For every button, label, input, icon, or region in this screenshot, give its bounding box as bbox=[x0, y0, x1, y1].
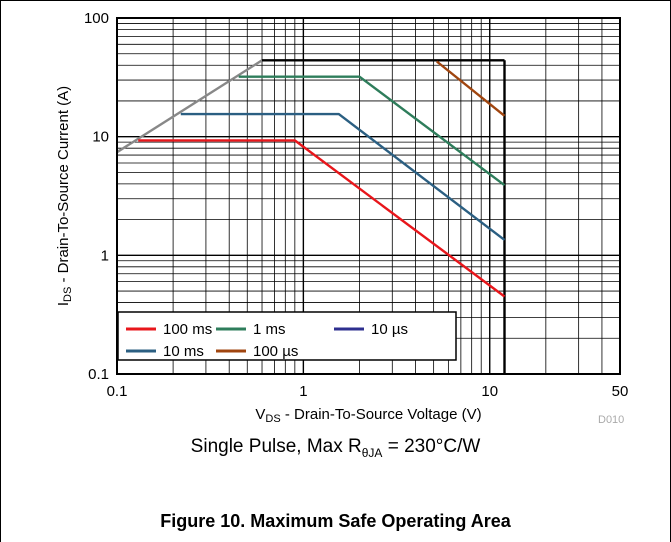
frame-left-border bbox=[0, 0, 1, 542]
x-label-rest: - Drain-To-Source Voltage (V) bbox=[281, 406, 482, 423]
x-label-sub: DS bbox=[265, 413, 280, 425]
series-line-100-ms bbox=[138, 139, 506, 298]
legend-item: 100 µs bbox=[216, 343, 298, 360]
legend-item: 100 ms bbox=[126, 321, 212, 338]
y-tick-label: 0.1 bbox=[88, 366, 109, 383]
x-tick-label: 10 bbox=[481, 383, 498, 400]
conditions-suffix: = 230°C/W bbox=[382, 436, 481, 457]
frame-top-border bbox=[0, 0, 671, 1]
y-tick-label: 10 bbox=[92, 129, 109, 146]
y-label-main: I bbox=[55, 302, 72, 306]
y-axis-label: IDS - Drain-To-Source Current (A) bbox=[55, 86, 74, 306]
x-tick-label: 50 bbox=[612, 383, 629, 400]
legend-label: 100 µs bbox=[253, 343, 298, 360]
rdson-limit-line bbox=[116, 59, 263, 154]
legend-item: 10 µs bbox=[334, 321, 408, 338]
y-tick-label: 1 bbox=[101, 247, 109, 264]
conditions-prefix: Single Pulse, Max R bbox=[190, 436, 362, 457]
series-lines bbox=[116, 59, 506, 374]
legend-label: 1 ms bbox=[253, 321, 286, 338]
y-label-rest: - Drain-To-Source Current (A) bbox=[55, 86, 72, 287]
x-label-main: V bbox=[255, 406, 265, 423]
x-tick-label: 1 bbox=[299, 383, 307, 400]
x-tick-label: 0.1 bbox=[107, 383, 128, 400]
legend-label: 100 ms bbox=[163, 321, 212, 338]
conditions-sub: θJA bbox=[361, 445, 383, 460]
series-line-1-ms bbox=[238, 75, 506, 187]
legend-label: 10 µs bbox=[371, 321, 408, 338]
legend-item: 10 ms bbox=[126, 343, 204, 360]
tick-labels: 0.1 1 10 50 100 10 1 0.1 bbox=[84, 10, 628, 400]
legend-label: 10 ms bbox=[163, 343, 204, 360]
pulse-conditions: Single Pulse, Max RθJA = 230°C/W bbox=[0, 436, 671, 460]
legend-box bbox=[117, 311, 457, 361]
legend: 100 ms 1 ms 10 µs 10 ms 100 µs bbox=[126, 321, 408, 360]
figure-caption: Figure 10. Maximum Safe Operating Area bbox=[160, 511, 511, 531]
y-tick-label: 100 bbox=[84, 10, 109, 27]
legend-item: 1 ms bbox=[216, 321, 286, 338]
plot-border bbox=[116, 17, 621, 375]
series-line-100-us bbox=[436, 60, 506, 117]
figure-code: D010 bbox=[598, 414, 625, 426]
x-axis-label: VDS - Drain-To-Source Voltage (V) bbox=[255, 406, 481, 425]
series-line-10-ms bbox=[180, 112, 506, 241]
y-label-sub: DS bbox=[62, 287, 74, 302]
